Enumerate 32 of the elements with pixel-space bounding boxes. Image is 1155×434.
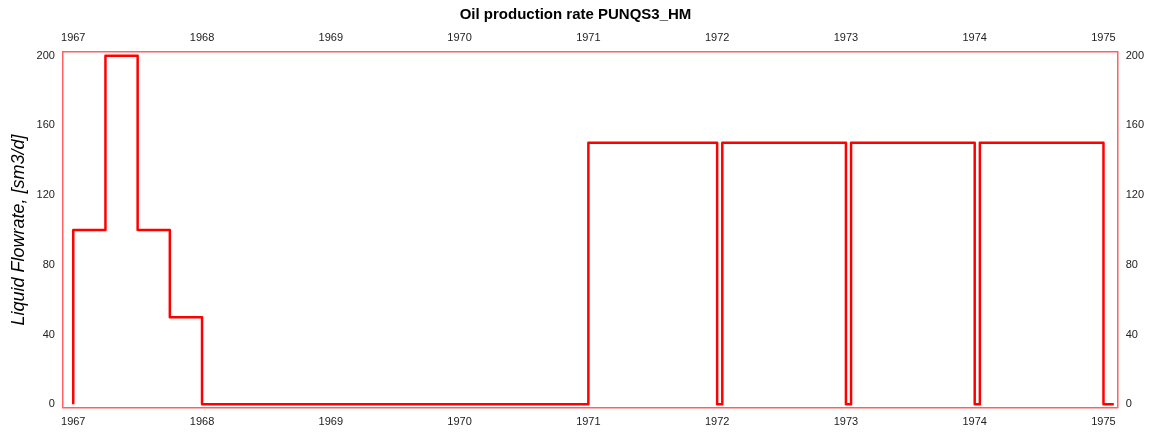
y-tick-label: 160 xyxy=(36,118,55,131)
x2-tick-label: 1967 xyxy=(61,30,86,43)
y-tick-label: 40 xyxy=(42,327,55,340)
y2-tick-label: 200 xyxy=(1125,48,1145,61)
x-tick-label: 1972 xyxy=(704,415,730,428)
x2-tick-label: 1971 xyxy=(576,30,601,43)
y-axis-title: Liquid Flowrate, [sm3/d] xyxy=(7,133,28,326)
y2-tick-label: 120 xyxy=(1125,188,1145,201)
x2-tick-label: 1975 xyxy=(1091,30,1116,43)
y2-tick-label: 0 xyxy=(1125,397,1132,410)
y2-tick-label: 80 xyxy=(1125,257,1138,270)
x2-tick-label: 1969 xyxy=(318,30,344,43)
x-tick-label: 1971 xyxy=(576,415,601,428)
x2-tick-label: 1968 xyxy=(189,30,215,43)
x-tick-label: 1968 xyxy=(189,415,215,428)
x2-tick-label: 1974 xyxy=(962,30,987,43)
y-tick-label: 120 xyxy=(36,188,55,201)
x-tick-label: 1974 xyxy=(962,415,987,428)
x-tick-label: 1967 xyxy=(61,415,86,428)
x2-tick-label: 1970 xyxy=(447,30,472,43)
y-tick-label: 80 xyxy=(42,257,55,270)
x2-tick-label: 1972 xyxy=(704,30,730,43)
chart-title: Oil production rate PUNQS3_HM xyxy=(459,5,692,23)
x-tick-label: 1970 xyxy=(447,415,472,428)
x-tick-label: 1969 xyxy=(318,415,344,428)
y2-tick-label: 160 xyxy=(1125,118,1145,131)
y-tick-label: 0 xyxy=(48,397,55,410)
x-tick-label: 1973 xyxy=(833,415,859,428)
y-tick-label: 200 xyxy=(36,48,55,61)
x-tick-label: 1975 xyxy=(1091,415,1116,428)
y2-tick-label: 40 xyxy=(1125,327,1138,340)
x2-tick-label: 1973 xyxy=(833,30,859,43)
